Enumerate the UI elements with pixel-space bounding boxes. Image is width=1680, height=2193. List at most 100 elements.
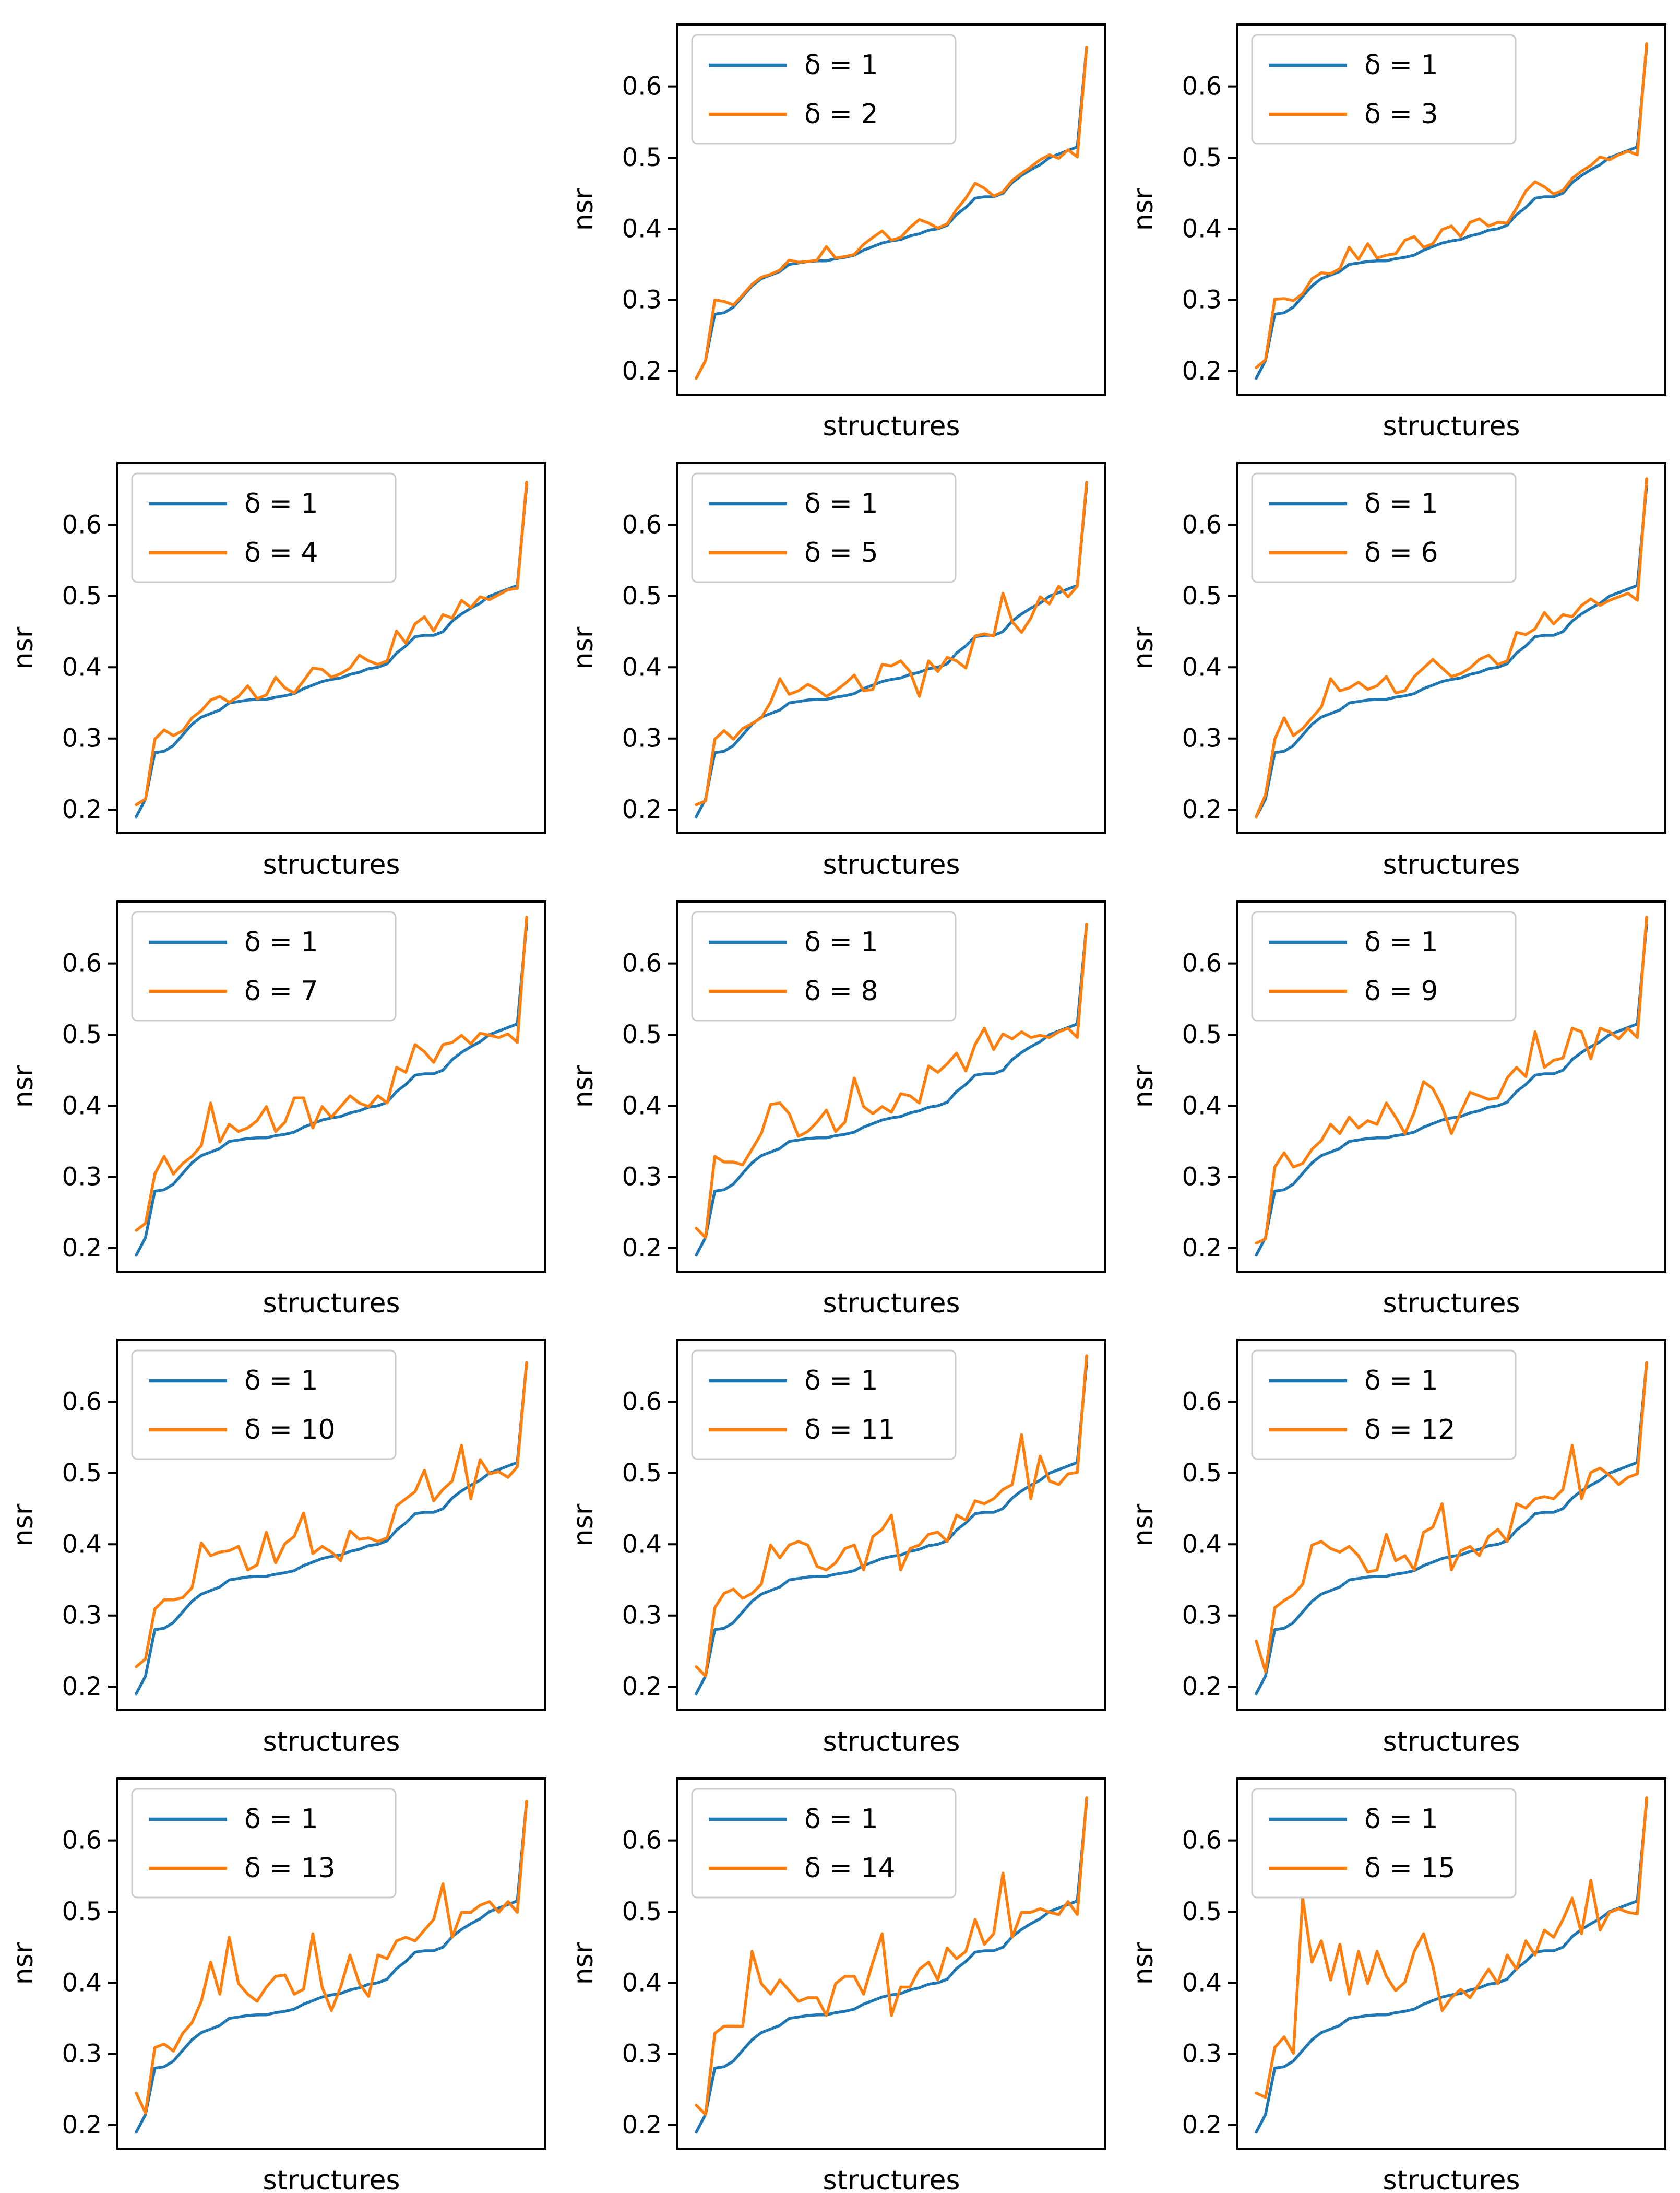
subplot-δ=9: 0.2 0.3 0.4 0.5 0.6 nsr structures δ = 1 δ = 9 (1120, 877, 1680, 1315)
y-tick-label: 0.2 (622, 795, 662, 824)
y-tick-label: 0.6 (62, 949, 102, 978)
y-tick-label: 0.3 (622, 1601, 662, 1630)
y-tick-label: 0.2 (1182, 2111, 1222, 2140)
y-tick-label: 0.4 (622, 653, 662, 682)
legend-box (131, 1788, 397, 1899)
axes: 0.2 0.3 0.4 0.5 0.6 nsr structures δ = 1 δ = 11 (568, 1339, 1106, 1754)
line-variant (135, 481, 528, 807)
legend-box (691, 911, 957, 1022)
y-tick-label: 0.3 (62, 724, 102, 753)
plot-border (116, 900, 546, 1273)
y-tick-label: 0.4 (622, 1530, 662, 1559)
line-baseline (695, 1799, 1088, 2134)
legend-box (691, 34, 957, 145)
legend-box (1251, 911, 1517, 1022)
y-axis-label: nsr (1128, 1503, 1159, 1546)
line-variant (695, 1354, 1088, 1678)
axes: 0.2 0.3 0.4 0.5 0.6 nsr structures δ = 1 δ = 8 (568, 900, 1106, 1315)
axes: 0.2 0.3 0.4 0.5 0.6 nsr structures δ = 1 δ = 6 (1128, 462, 1666, 877)
y-axis: 0.2 0.3 0.4 0.5 0.6 (1182, 511, 1237, 824)
line-variant (695, 481, 1088, 807)
subplot-δ=15: 0.2 0.3 0.4 0.5 0.6 nsr structures δ = 1 δ = 15 (1120, 1754, 1680, 2192)
y-tick-label: 0.3 (62, 1601, 102, 1630)
subplot-δ=2: 0.2 0.3 0.4 0.5 0.6 nsr structures δ = 1 δ = 2 (560, 0, 1120, 438)
legend-label-variant: δ = 14 (804, 1853, 896, 1884)
x-axis-label: structures (263, 2165, 400, 2192)
x-axis-label: structures (823, 2165, 960, 2192)
y-tick-label: 0.4 (622, 1968, 662, 1997)
y-tick-label: 0.4 (622, 214, 662, 243)
y-tick-label: 0.5 (1182, 582, 1222, 611)
y-tick-label: 0.5 (622, 1897, 662, 1926)
y-tick-label: 0.5 (1182, 143, 1222, 172)
legend: δ = 1 δ = 9 (1251, 911, 1517, 1022)
axes: 0.2 0.3 0.4 0.5 0.6 nsr structures δ = 1 δ = 9 (1128, 900, 1666, 1315)
legend-label-variant: δ = 11 (804, 1414, 896, 1445)
y-tick-label: 0.6 (1182, 1826, 1222, 1855)
y-tick-label: 0.2 (62, 795, 102, 824)
legend: δ = 1 δ = 8 (691, 911, 957, 1022)
y-tick-label: 0.5 (1182, 1020, 1222, 1049)
subplot-δ=6: 0.2 0.3 0.4 0.5 0.6 nsr structures δ = 1 δ = 6 (1120, 438, 1680, 877)
y-axis: 0.2 0.3 0.4 0.5 0.6 (622, 949, 677, 1263)
x-axis-label: structures (823, 1726, 960, 1754)
line-variant (1255, 916, 1648, 1245)
legend: δ = 1 δ = 11 (691, 1349, 957, 1460)
y-axis-label: nsr (8, 1503, 39, 1546)
y-axis: 0.2 0.3 0.4 0.5 0.6 (62, 1826, 117, 2140)
subplot-δ=13: 0.2 0.3 0.4 0.5 0.6 nsr structures δ = 1 δ = 13 (0, 1754, 560, 2192)
y-tick-label: 0.3 (62, 2040, 102, 2069)
axes: 0.2 0.3 0.4 0.5 0.6 nsr structures δ = 1 δ = 10 (8, 1339, 546, 1754)
subplot-δ=14: 0.2 0.3 0.4 0.5 0.6 nsr structures δ = 1 δ = 14 (560, 1754, 1120, 2192)
legend-label-baseline: δ = 1 (244, 1804, 318, 1835)
y-tick-label: 0.5 (62, 1020, 102, 1049)
y-tick-label: 0.6 (622, 72, 662, 101)
y-axis-label: nsr (568, 188, 599, 231)
line-variant (135, 916, 528, 1232)
subplot-δ=11: 0.2 0.3 0.4 0.5 0.6 nsr structures δ = 1 δ = 11 (560, 1315, 1120, 1754)
y-tick-label: 0.2 (1182, 1234, 1222, 1263)
x-axis-label: structures (263, 849, 400, 877)
y-axis: 0.2 0.3 0.4 0.5 0.6 (1182, 72, 1237, 386)
legend-label-variant: δ = 3 (1364, 99, 1438, 130)
y-tick-label: 0.5 (62, 1459, 102, 1488)
y-axis-label: nsr (568, 626, 599, 669)
x-axis-label: structures (263, 1726, 400, 1754)
y-axis: 0.2 0.3 0.4 0.5 0.6 (62, 949, 117, 1263)
axes: 0.2 0.3 0.4 0.5 0.6 nsr structures δ = 1 δ = 2 (568, 23, 1106, 438)
y-axis-label: nsr (568, 1065, 599, 1108)
line-baseline (695, 1361, 1088, 1696)
axes: 0.2 0.3 0.4 0.5 0.6 nsr structures δ = 1 δ = 12 (1128, 1339, 1666, 1754)
plot-border (676, 1339, 1106, 1711)
line-variant (135, 1361, 528, 1668)
y-tick-label: 0.4 (62, 1530, 102, 1559)
y-tick-label: 0.4 (1182, 214, 1222, 243)
y-tick-label: 0.6 (622, 511, 662, 540)
y-tick-label: 0.2 (622, 357, 662, 386)
subplot-δ=10: 0.2 0.3 0.4 0.5 0.6 nsr structures δ = 1 δ = 10 (0, 1315, 560, 1754)
x-axis-label: structures (1383, 1726, 1520, 1754)
legend: δ = 1 δ = 3 (1251, 34, 1517, 145)
y-tick-label: 0.3 (1182, 1601, 1222, 1630)
y-tick-label: 0.4 (1182, 1968, 1222, 1997)
y-tick-label: 0.3 (622, 2040, 662, 2069)
plot-border (116, 1777, 546, 2150)
legend: δ = 1 δ = 13 (131, 1788, 397, 1899)
y-tick-label: 0.2 (62, 2111, 102, 2140)
y-axis: 0.2 0.3 0.4 0.5 0.6 (1182, 1826, 1237, 2140)
axes: 0.2 0.3 0.4 0.5 0.6 nsr structures δ = 1 δ = 14 (568, 1777, 1106, 2192)
line-baseline (695, 922, 1088, 1257)
legend-label-baseline: δ = 1 (804, 50, 878, 81)
y-axis: 0.2 0.3 0.4 0.5 0.6 (622, 1388, 677, 1701)
y-tick-label: 0.6 (1182, 511, 1222, 540)
x-axis-label: structures (1383, 849, 1520, 877)
y-tick-label: 0.6 (62, 511, 102, 540)
y-tick-label: 0.6 (622, 1388, 662, 1417)
plot-border (676, 462, 1106, 834)
legend: δ = 1 δ = 5 (691, 472, 957, 583)
y-axis-label: nsr (1128, 1942, 1159, 1985)
line-variant (695, 45, 1088, 380)
y-tick-label: 0.3 (1182, 724, 1222, 753)
x-axis-label: structures (1383, 1288, 1520, 1315)
legend-box (131, 911, 397, 1022)
